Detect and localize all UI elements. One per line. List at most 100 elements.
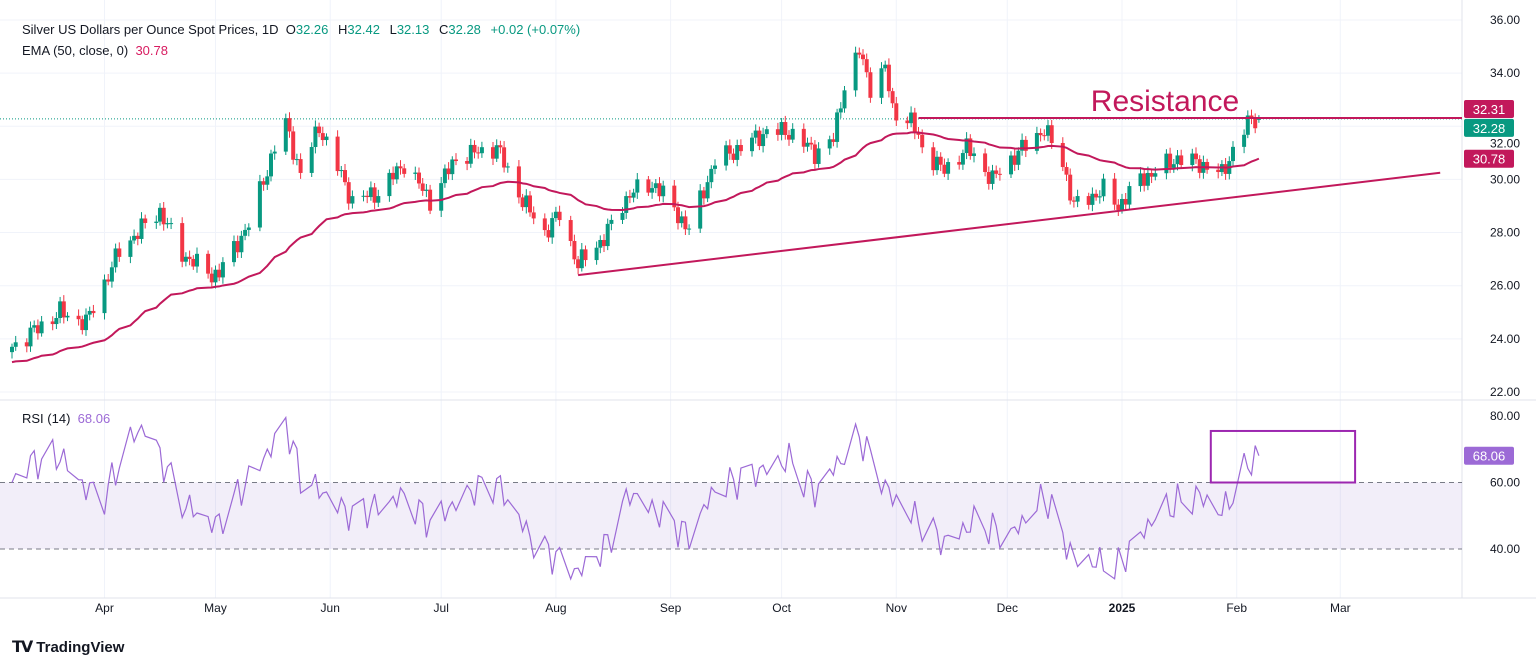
candle: [291, 131, 296, 160]
candle: [50, 321, 55, 325]
low-value: 32.13: [396, 22, 430, 37]
candle: [938, 156, 943, 165]
candle: [1145, 172, 1150, 186]
candle: [557, 211, 562, 221]
price-axis-label: 32.00: [1490, 136, 1520, 150]
candle: [113, 248, 118, 268]
candle: [1075, 196, 1080, 202]
price-axis-label: 24.00: [1490, 332, 1520, 346]
time-axis-label: Jun: [321, 601, 340, 615]
candle: [957, 162, 962, 165]
candle: [1249, 115, 1254, 118]
candle: [1016, 150, 1021, 165]
candle: [1197, 159, 1202, 173]
candle: [1023, 139, 1028, 151]
candle: [705, 182, 710, 199]
ema-value: 30.78: [135, 43, 168, 58]
candle: [1042, 135, 1047, 137]
candle: [109, 267, 114, 282]
candle: [579, 249, 584, 269]
candle: [243, 229, 248, 236]
candle: [624, 196, 629, 213]
candle: [853, 52, 858, 91]
price-tag-text: 32.28: [1473, 121, 1506, 136]
candle: [413, 172, 418, 174]
candle: [1194, 153, 1198, 160]
candle: [1097, 196, 1102, 198]
candle: [139, 218, 144, 239]
candle: [65, 315, 70, 318]
support-trendline: [577, 171, 1441, 277]
candle: [553, 211, 558, 219]
candle: [58, 301, 63, 318]
candle: [753, 130, 758, 138]
candle: [646, 179, 651, 193]
candle: [912, 112, 917, 133]
candle: [783, 122, 788, 135]
candle: [283, 118, 288, 152]
time-axis-label: Feb: [1226, 601, 1247, 615]
time-axis-label: 2025: [1109, 601, 1136, 615]
candle: [402, 168, 407, 174]
rsi-value: 68.06: [77, 411, 111, 426]
candle: [472, 144, 477, 153]
ema-label: EMA (50, close, 0): [22, 43, 129, 58]
candle: [154, 221, 159, 223]
symbol-title: Silver US Dollars per Ounce Spot Prices,…: [22, 22, 279, 37]
candle: [446, 168, 451, 175]
candle: [879, 68, 884, 98]
candle: [158, 207, 162, 222]
candle: [997, 173, 1002, 175]
candle: [54, 317, 59, 325]
candle: [213, 269, 218, 283]
candle: [709, 168, 714, 183]
candle: [990, 170, 995, 184]
candle: [598, 239, 603, 248]
rsi-label: RSI (14): [22, 411, 71, 426]
candle: [960, 153, 965, 165]
candle: [827, 139, 832, 149]
candle: [972, 153, 976, 157]
candle: [76, 315, 81, 320]
candle: [387, 172, 392, 197]
candle: [1120, 198, 1124, 210]
candle: [809, 142, 814, 145]
candle: [1253, 117, 1258, 129]
candle: [87, 310, 92, 315]
candle: [964, 138, 969, 154]
candle: [220, 262, 225, 278]
resistance-label: Resistance: [1091, 85, 1239, 118]
candle: [986, 172, 991, 184]
candle: [676, 207, 680, 224]
candle: [542, 218, 547, 231]
candle: [1190, 153, 1195, 166]
time-axis-label: Jul: [434, 601, 449, 615]
candle: [890, 91, 895, 104]
candle: [764, 129, 769, 135]
candle: [391, 172, 396, 180]
price-tag-ema: [1464, 149, 1514, 168]
time-axis-label: Nov: [886, 601, 907, 615]
candle: [1149, 172, 1154, 177]
candle: [679, 216, 684, 224]
candle: [905, 120, 910, 124]
candle: [635, 179, 640, 193]
price-axis-label: 34.00: [1490, 66, 1520, 80]
candle: [724, 145, 729, 166]
candle: [10, 346, 14, 353]
tradingview-logo[interactable]: 𝗧𝗩 TradingView: [12, 637, 124, 657]
candle: [498, 145, 503, 148]
candle: [831, 139, 836, 142]
candle: [572, 240, 577, 260]
candle: [376, 196, 381, 203]
candle: [102, 279, 107, 314]
candle: [491, 147, 495, 159]
candle: [1179, 155, 1184, 166]
candle: [594, 247, 599, 261]
ema-line: [11, 131, 1260, 364]
candle: [80, 319, 85, 331]
rsi-axis-label: 80.00: [1490, 409, 1520, 423]
candle: [195, 253, 199, 267]
